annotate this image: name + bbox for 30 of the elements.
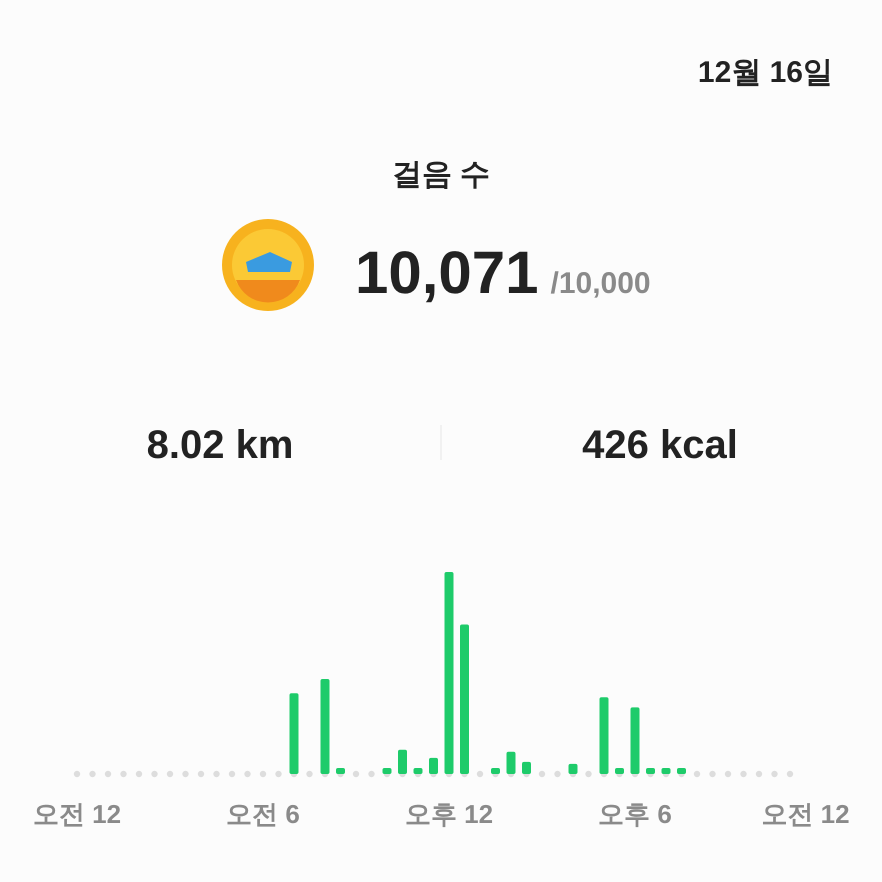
bar [646,768,655,774]
bar [336,768,345,774]
bar [630,707,640,774]
bar [398,750,407,774]
bar [491,768,500,774]
text: /10,000 [550,267,651,300]
bar [460,624,469,774]
bar [662,768,670,774]
text: 12월 16일 [698,56,833,89]
bar [615,768,624,774]
bar [600,697,608,774]
text: 426 kcal [582,423,738,467]
x-tick-label: 오전 12 [761,799,850,829]
bar [677,768,686,774]
bar [522,762,531,774]
bar [506,752,516,774]
bar [320,679,330,774]
bar [444,572,454,774]
chart-title: 걸음 수 [392,158,490,191]
bar [568,764,578,774]
bar [429,758,438,774]
x-tick-label: 오후 12 [404,799,494,829]
bar [414,768,422,774]
bar [382,768,392,774]
bar [290,693,298,774]
x-tick-label: 오전 12 [32,799,122,829]
x-tick-label: 오전 6 [226,799,300,829]
text: 8.02 km [146,423,294,467]
x-tick-label: 오후 6 [598,799,672,829]
text: 10,071 [355,239,539,306]
